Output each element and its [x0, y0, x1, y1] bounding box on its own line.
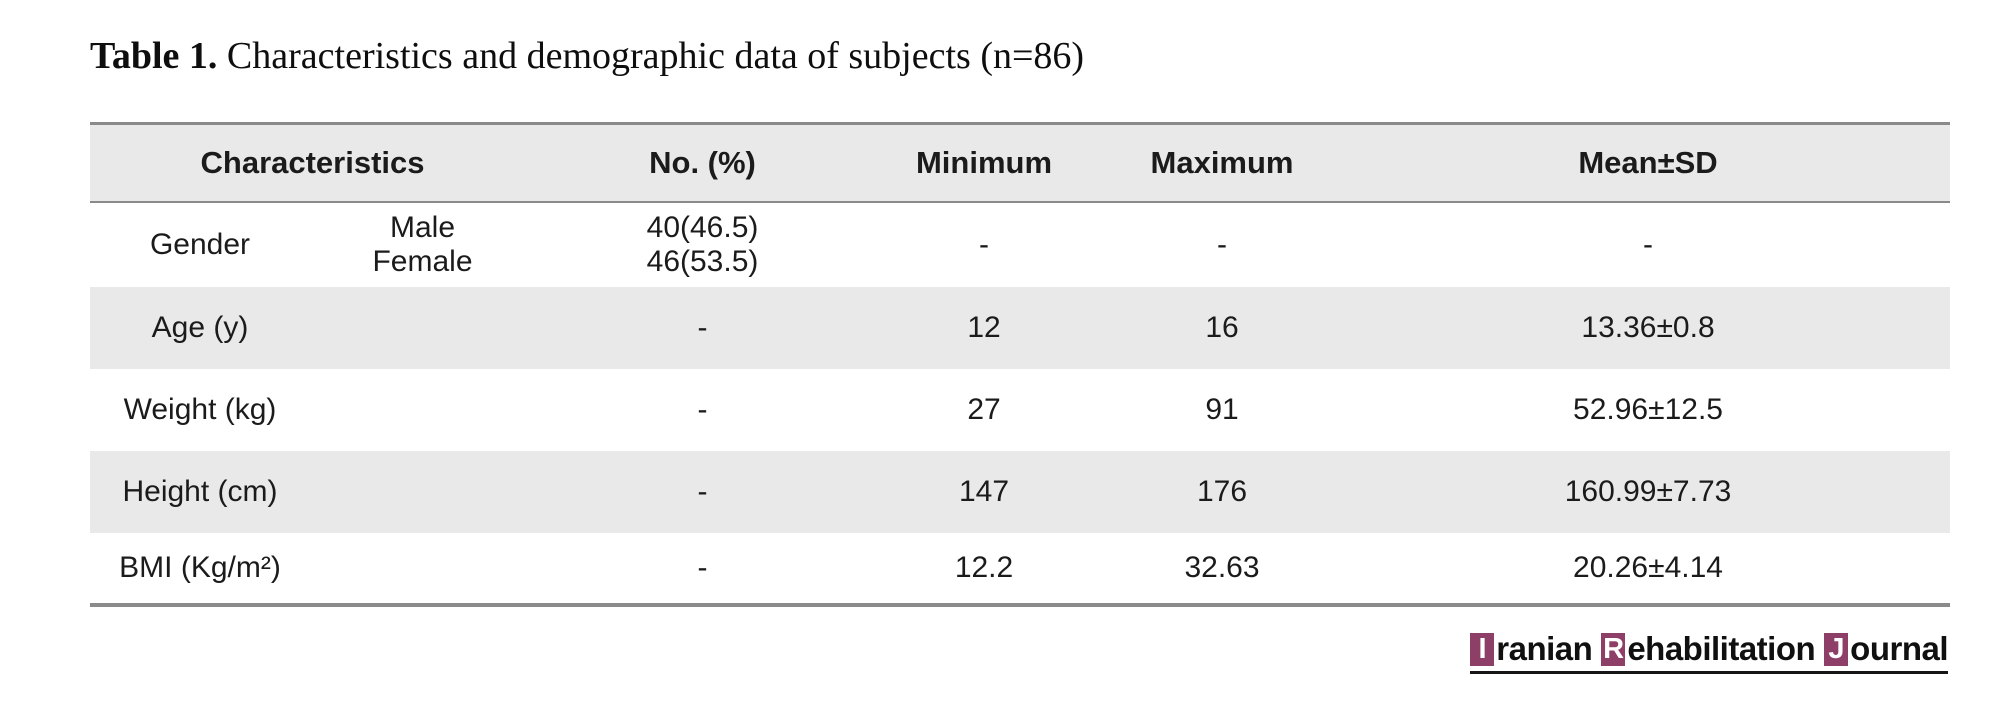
- demographics-table: Characteristics No. (%) Minimum Maximum …: [90, 122, 1951, 607]
- journal-logo: I ranian R ehabilitation J ournal: [1470, 630, 1948, 674]
- cell-weight-no: -: [697, 393, 708, 426]
- cell-weight-max: 91: [1205, 393, 1239, 426]
- header-maximum: Maximum: [1098, 122, 1347, 203]
- cell-age-label: Age (y): [90, 287, 310, 369]
- cell-gender-counts: 40(46.5) 46(53.5): [535, 202, 870, 287]
- table-row-gender: Gender Male Female 40(46.5) 46(53.5) - -…: [90, 202, 1950, 287]
- gender-count-male: 40(46.5): [646, 211, 759, 244]
- cell-height-no: -: [535, 451, 871, 533]
- cell-bmi-no: -: [535, 533, 871, 607]
- cell-weight-min: 27: [967, 393, 1001, 426]
- logo-word-journal-text: ournal: [1850, 630, 1948, 667]
- cell-bmi-max: 32.63: [1098, 533, 1347, 607]
- cell-height-min: 147: [870, 451, 1099, 533]
- cell-bmi-spacer: [310, 533, 536, 607]
- cell-weight-label: Weight (kg): [123, 393, 277, 426]
- table-row-age: Age (y) - 12 16 13.36±0.8: [90, 287, 1951, 369]
- logo-word-rehabilitation: R ehabilitation: [1601, 630, 1816, 668]
- header-mean-sd: Mean±SD: [1346, 122, 1951, 203]
- cell-age-no: -: [535, 287, 871, 369]
- table-caption-text: Characteristics and demographic data of …: [226, 35, 1085, 77]
- cell-height-label: Height (cm): [90, 451, 310, 533]
- header-characteristics: Characteristics: [90, 122, 536, 203]
- cell-height-mean: 160.99±7.73: [1346, 451, 1951, 533]
- cell-gender-label: Gender: [149, 228, 251, 261]
- cell-gender-max: -: [1217, 228, 1228, 261]
- gender-category-male: Male: [389, 211, 456, 244]
- table-row-weight: Weight (kg) - 27 91 52.96±12.5: [90, 369, 1950, 451]
- cell-age-min: 12: [870, 287, 1099, 369]
- logo-word-journal: J ournal: [1824, 630, 1948, 668]
- logo-word-iranian: I ranian: [1470, 630, 1593, 668]
- cell-age-spacer: [310, 287, 536, 369]
- cell-height-max: 176: [1098, 451, 1347, 533]
- cell-gender-mean: -: [1643, 228, 1654, 261]
- table-row-bmi: BMI (Kg/m²) - 12.2 32.63 20.26±4.14: [90, 533, 1951, 607]
- logo-initial-block-i: I: [1470, 632, 1495, 666]
- cell-gender-categories: Male Female: [310, 202, 535, 287]
- header-minimum: Minimum: [870, 122, 1099, 203]
- table-caption: Table 1. Characteristics and demographic…: [90, 34, 1084, 78]
- gender-count-female: 46(53.5): [646, 245, 759, 278]
- header-no-percent: No. (%): [535, 122, 871, 203]
- cell-age-mean: 13.36±0.8: [1346, 287, 1951, 369]
- cell-bmi-label: BMI (Kg/m²): [90, 533, 310, 607]
- logo-word-rehabilitation-text: ehabilitation: [1627, 630, 1816, 667]
- logo-initial-block-r: R: [1601, 632, 1626, 666]
- logo-word-iranian-text: ranian: [1496, 630, 1593, 667]
- cell-bmi-mean: 20.26±4.14: [1346, 533, 1951, 607]
- table-caption-label: Table 1.: [90, 35, 218, 77]
- logo-initial-block-j: J: [1824, 632, 1849, 666]
- table-header-row: Characteristics No. (%) Minimum Maximum …: [90, 122, 1951, 203]
- cell-weight-spacer: [310, 369, 535, 451]
- cell-height-spacer: [310, 451, 536, 533]
- cell-weight-mean: 52.96±12.5: [1573, 393, 1723, 426]
- cell-age-max: 16: [1098, 287, 1347, 369]
- cell-bmi-min: 12.2: [870, 533, 1099, 607]
- cell-gender-min: -: [979, 228, 990, 261]
- table-row-height: Height (cm) - 147 176 160.99±7.73: [90, 451, 1951, 533]
- gender-category-female: Female: [372, 245, 473, 278]
